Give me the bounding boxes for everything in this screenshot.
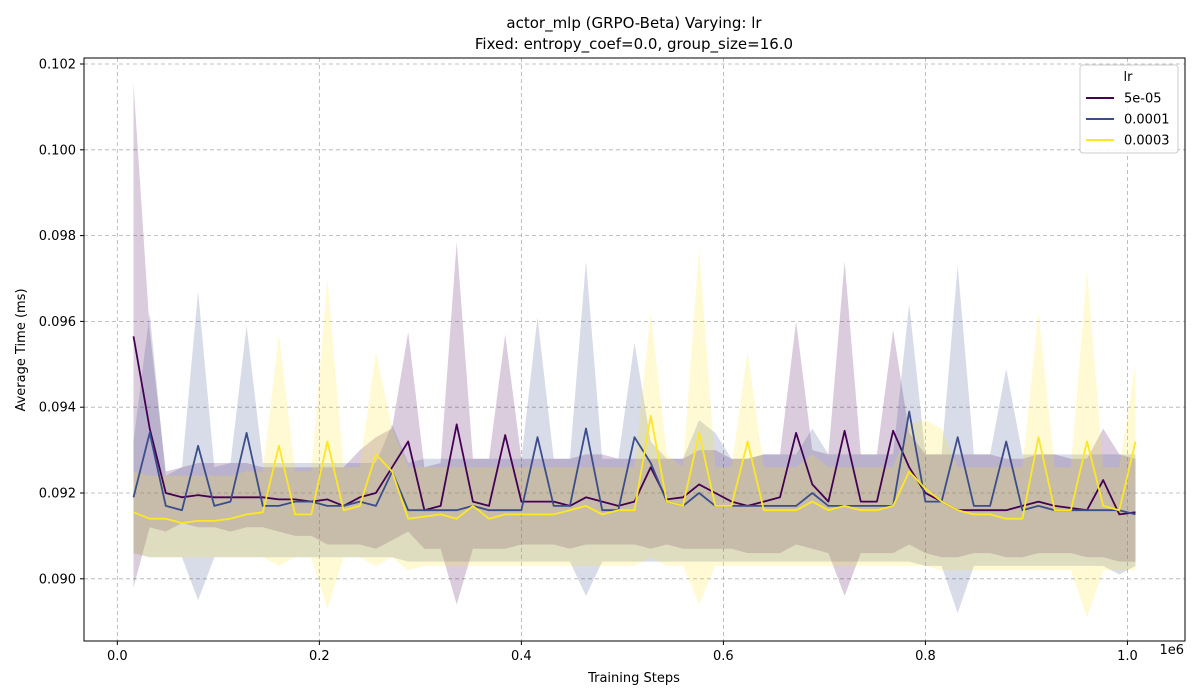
y-tick-label: 0.092 (39, 486, 76, 501)
legend-label: 0.0001 (1124, 113, 1170, 128)
chart-subtitle: Fixed: entropy_coef=0.0, group_size=16.0 (475, 35, 793, 54)
line-series-1 (132, 410, 1136, 516)
x-tick-label: 0.8 (915, 649, 936, 664)
x-tick-label: 1.0 (1117, 649, 1138, 664)
y-tick-label: 0.096 (39, 315, 76, 330)
x-tick-label: 0.2 (309, 649, 330, 664)
plot-frame (83, 57, 1186, 642)
band-series-2 (133, 248, 1136, 618)
y-axis-label: Average Time (ms) (14, 288, 29, 411)
x-tick-label: 0.4 (511, 649, 532, 664)
y-tick-label: 0.094 (39, 401, 76, 416)
legend-label: 5e-05 (1124, 92, 1162, 107)
y-tick-label: 0.090 (39, 572, 76, 587)
line-series-2 (133, 414, 1137, 524)
confidence-bands (133, 83, 1136, 618)
y-tick-label: 0.098 (39, 229, 76, 244)
legend-label: 0.0003 (1124, 134, 1170, 149)
band-series-0 (133, 83, 1136, 605)
series-lines (132, 336, 1137, 524)
legend-box (1079, 64, 1179, 154)
x-tick-label: 0.0 (107, 649, 128, 664)
legend-title: lr (1124, 70, 1134, 85)
y-tick-label: 0.102 (39, 58, 76, 73)
legend: lr 5e-05 0.0001 0.0003 (1079, 64, 1179, 154)
grid (84, 58, 1185, 641)
y-tick-label: 0.100 (39, 143, 76, 158)
line-series-0 (132, 336, 1136, 516)
x-axis-offset-label: 1e6 (1159, 643, 1184, 658)
chart-title: actor_mlp (GRPO-Beta) Varying: lr (506, 14, 762, 33)
x-axis-label: Training Steps (587, 671, 680, 686)
x-axis: 0.0 0.2 0.4 0.6 0.8 1.0 (107, 641, 1138, 664)
y-axis: 0.090 0.092 0.094 0.096 0.098 0.100 0.102 (39, 58, 84, 587)
x-tick-label: 0.6 (713, 649, 734, 664)
